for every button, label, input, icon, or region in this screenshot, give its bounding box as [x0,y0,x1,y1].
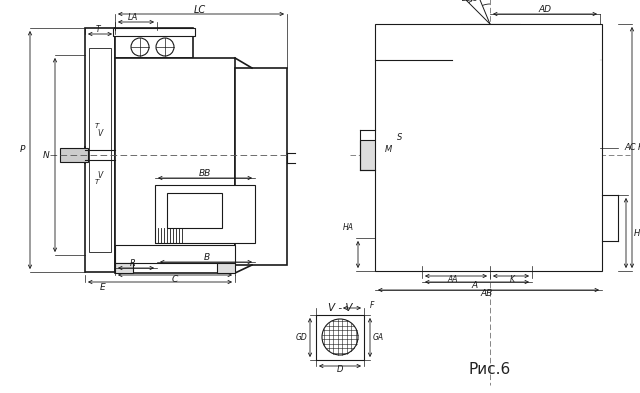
Text: V: V [97,129,102,138]
Bar [113,28,195,36]
Text: R: R [130,259,136,268]
Text: N: N [43,151,49,160]
Bar [115,28,193,58]
Bar [167,193,222,228]
Text: AB: AB [481,290,493,299]
Bar [574,195,600,241]
Text: GD: GD [296,334,308,343]
Text: K: K [509,275,515,285]
Text: AD: AD [538,6,552,15]
Text: вентол: вентол [99,196,211,224]
Text: AA: AA [448,275,458,285]
Bar [360,140,376,170]
Bar [60,148,88,162]
Text: BB: BB [199,169,211,178]
Bar [217,263,235,273]
Text: LA: LA [128,13,138,22]
Bar [115,58,235,273]
Bar [316,315,364,360]
Text: T: T [95,123,99,129]
Text: M: M [385,145,392,154]
Bar [115,245,235,263]
Bar [375,24,602,271]
Circle shape [542,87,558,103]
Text: D: D [337,365,343,375]
Circle shape [438,103,542,207]
Text: T: T [96,26,100,35]
Circle shape [322,319,358,355]
Text: T: T [95,179,99,185]
Text: A: A [472,281,478,290]
Bar [520,238,548,266]
Text: C: C [172,274,178,283]
Bar [452,32,528,60]
Circle shape [422,207,438,223]
Text: GA: GA [372,334,383,343]
Text: S: S [397,134,403,143]
Text: HD: HD [638,143,640,152]
Circle shape [542,207,558,223]
Bar [422,238,558,266]
Bar [155,185,255,243]
Circle shape [483,148,497,162]
Bar [115,263,133,273]
Circle shape [156,38,174,56]
Text: LC: LC [194,5,206,15]
Text: H: H [634,228,640,237]
Text: HA: HA [342,222,353,231]
Text: E: E [100,283,106,292]
Text: B: B [204,252,210,261]
Bar [85,28,115,272]
Text: V - V: V - V [328,303,352,313]
Bar [89,48,111,252]
Circle shape [472,137,508,173]
Circle shape [131,38,149,56]
Circle shape [382,47,598,263]
Text: F: F [370,301,374,310]
Text: AC: AC [624,143,636,152]
Bar [460,24,520,34]
Text: Рис.6: Рис.6 [469,362,511,378]
Circle shape [422,87,438,103]
Bar [432,238,460,266]
Text: V: V [97,171,102,180]
Circle shape [405,70,575,240]
Bar [235,68,287,265]
Text: P: P [19,145,25,154]
Text: 22,5°: 22,5° [461,0,483,2]
